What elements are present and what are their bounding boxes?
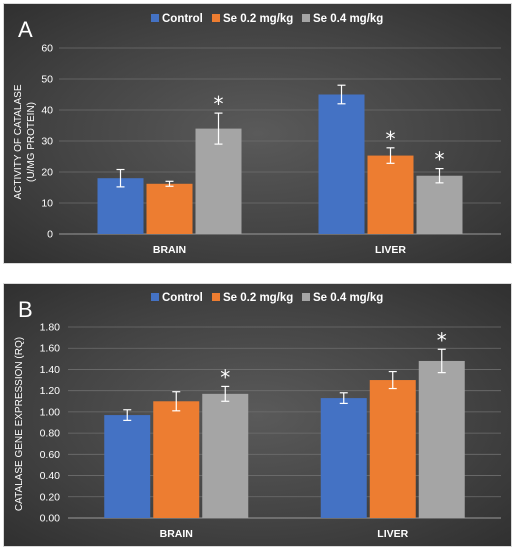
chart-panel-a: A Control Se 0.2 mg/kg Se 0.4 mg/kg 0 10 20 30 4…: [3, 3, 512, 264]
legend-swatch-a-2: [302, 14, 310, 22]
category-label-a-0: BRAIN: [153, 244, 186, 256]
y-tick-a-1: 10: [41, 198, 53, 210]
panel-letter-a: A: [18, 17, 33, 42]
bar-b-1-2: [418, 360, 465, 518]
y-axis-label-a-0: ACTIVITY OF CATALASE: [13, 84, 24, 199]
bar-a-0-2: [195, 128, 242, 234]
bar-a-0-0: [97, 178, 144, 234]
y-tick-b-3: 0.60: [40, 449, 61, 461]
bar-b-1-1: [369, 380, 416, 518]
category-label-b-0: BRAIN: [160, 528, 193, 540]
y-tick-b-1: 0.20: [40, 491, 61, 503]
significance-marker-a-1: *: [386, 127, 396, 151]
bar-b-0-2: [202, 393, 249, 518]
bar-a-1-2: [416, 175, 463, 234]
y-tick-b-8: 1.60: [40, 343, 61, 355]
y-tick-a-6: 60: [41, 43, 53, 55]
y-tick-b-9: 1.80: [40, 322, 61, 334]
y-tick-b-4: 0.80: [40, 428, 61, 440]
bar-b-1-0: [320, 398, 367, 518]
legend-label-a-1: Se 0.2 mg/kg: [223, 13, 293, 25]
category-label-a-1: LIVER: [375, 244, 406, 256]
y-tick-a-4: 40: [41, 105, 53, 117]
y-axis-label-b-0: CATALASE GENE EXPRESSION (RQ): [14, 337, 25, 511]
y-tick-b-2: 0.40: [40, 470, 61, 482]
bar-a-1-0: [318, 94, 365, 234]
significance-marker-b-1: *: [437, 328, 447, 352]
chart-panel-b: B Control Se 0.2 mg/kg Se 0.4 mg/kg 0.00 0.20…: [3, 283, 512, 547]
chart-b-svg: B Control Se 0.2 mg/kg Se 0.4 mg/kg 0.00 0.20…: [14, 292, 501, 540]
legend-swatch-a-0: [151, 14, 159, 22]
y-tick-b-5: 1.00: [40, 406, 61, 418]
y-tick-a-2: 20: [41, 167, 53, 179]
significance-marker-b-0: *: [220, 365, 230, 389]
chart-a-svg: A Control Se 0.2 mg/kg Se 0.4 mg/kg 0 10 20 30 4…: [13, 13, 501, 256]
significance-marker-a-0: *: [214, 92, 224, 116]
y-tick-b-0: 0.00: [40, 513, 61, 525]
panel-letter-b: B: [18, 297, 33, 322]
significance-marker-a-2: *: [435, 148, 445, 172]
y-tick-a-0: 0: [47, 229, 53, 241]
legend-label-b-0: Control: [162, 292, 203, 304]
legend-swatch-b-0: [151, 293, 159, 301]
legend-swatch-b-2: [302, 293, 310, 301]
bar-b-0-0: [104, 415, 151, 518]
legend-label-a-2: Se 0.4 mg/kg: [313, 13, 383, 25]
legend-swatch-b-1: [212, 293, 220, 301]
y-tick-a-3: 30: [41, 136, 53, 148]
legend-swatch-a-1: [212, 14, 220, 22]
legend-label-b-1: Se 0.2 mg/kg: [223, 292, 293, 304]
category-label-b-1: LIVER: [377, 528, 408, 540]
y-tick-a-5: 50: [41, 74, 53, 86]
bar-a-0-1: [146, 183, 193, 234]
legend-label-b-2: Se 0.4 mg/kg: [313, 292, 383, 304]
bar-b-0-1: [153, 401, 200, 518]
legend-label-a-0: Control: [162, 13, 203, 25]
y-axis-label-a-1: (U/MG PROTEIN): [26, 102, 37, 182]
y-tick-b-6: 1.20: [40, 385, 61, 397]
y-tick-b-7: 1.40: [40, 364, 61, 376]
bar-a-1-1: [367, 155, 414, 234]
